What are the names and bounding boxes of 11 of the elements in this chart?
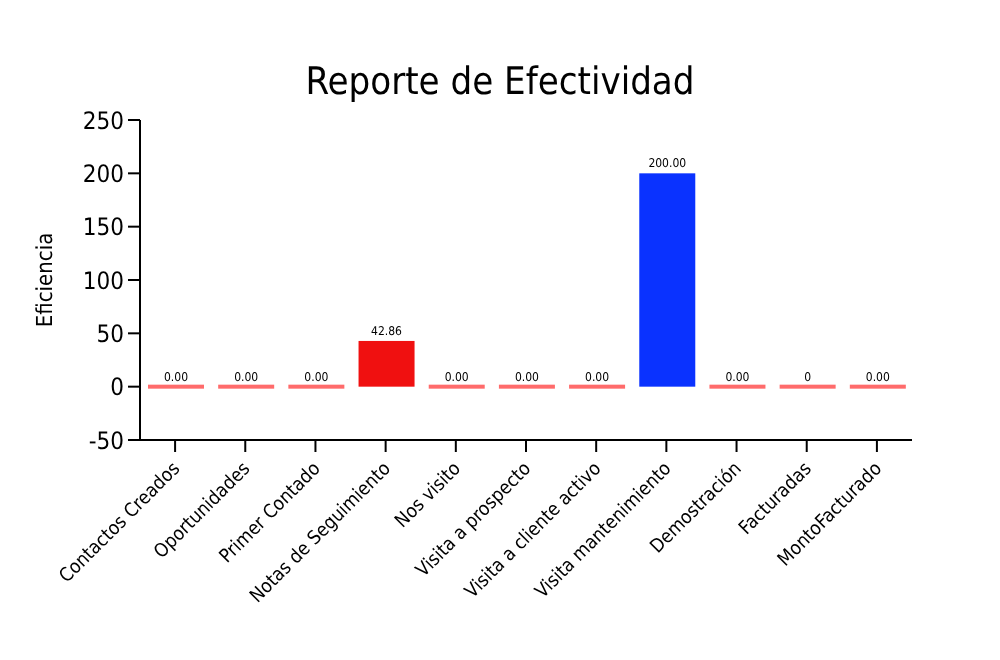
y-tick-label: 250 [82, 106, 125, 135]
bar [358, 340, 415, 387]
y-axis-title: Eficiencia [31, 232, 58, 328]
y-tick-label: 0 [110, 373, 125, 402]
y-tick-label: 200 [82, 159, 125, 188]
chart-title: Reporte de Efectividad [303, 58, 697, 108]
y-tick-label: 50 [96, 319, 125, 348]
y-tick-label: 150 [82, 213, 125, 242]
bar [639, 173, 696, 387]
y-tick-label: 100 [82, 266, 125, 295]
y-tick-label: -50 [88, 426, 125, 455]
